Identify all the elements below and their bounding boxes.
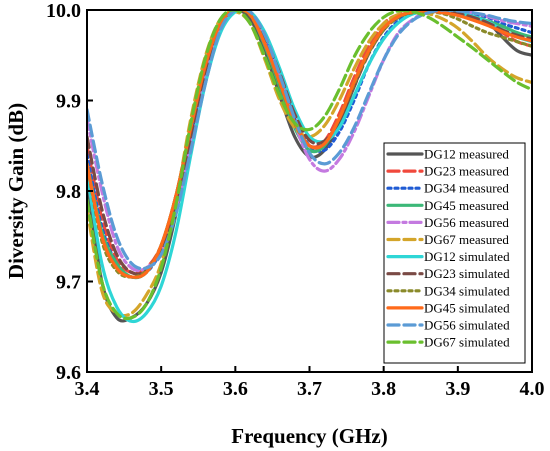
x-tick-label: 3.8	[371, 378, 396, 400]
tick-labels-layer: 3.4 3.5 3.6 3.7 3.8 3.9 4.0 9.6 9.7 9.8 9.9 10.0	[46, 0, 545, 400]
series-layer	[87, 10, 532, 324]
x-tick-label: 3.5	[149, 378, 174, 400]
legend-label: DG56 simulated	[424, 318, 510, 333]
x-tick-label: 3.7	[297, 378, 322, 400]
legend-label: DG12 simulated	[424, 249, 510, 264]
legend-label: DG23 measured	[424, 164, 509, 179]
legend: DG12 measured DG23 measured DG34 measured D…	[383, 142, 526, 364]
legend-label: DG23 simulated	[424, 266, 510, 281]
x-tick-label: 3.6	[223, 378, 248, 400]
legend-label: DG12 measured	[424, 147, 509, 162]
legend-label: DG34 measured	[424, 181, 509, 196]
legend-label: DG67 measured	[424, 232, 509, 247]
y-tick-label: 9.6	[56, 362, 81, 384]
legend-label: DG34 simulated	[424, 283, 510, 298]
x-tick-label: 3.9	[445, 378, 470, 400]
y-tick-label: 10.0	[46, 0, 81, 22]
legend-label: DG45 measured	[424, 198, 509, 213]
legend-label: DG45 simulated	[424, 300, 510, 315]
x-axis-title: Frequency (GHz)	[231, 424, 388, 448]
y-tick-label: 9.7	[56, 272, 81, 294]
y-tick-label: 9.9	[56, 91, 81, 113]
x-tick-label: 4.0	[520, 378, 545, 400]
x-tick-label: 3.4	[75, 378, 100, 400]
y-axis-title: Diversity Gain (dB)	[4, 103, 28, 279]
legend-label: DG56 measured	[424, 215, 509, 230]
legend-label: DG67 simulated	[424, 335, 510, 350]
series-line-10	[87, 10, 532, 279]
series-line-12	[87, 10, 532, 321]
legend-items: DG12 measured DG23 measured DG34 measured D…	[386, 147, 510, 350]
y-tick-label: 9.8	[56, 181, 81, 203]
ticks-layer	[86, 9, 533, 373]
series-line-8	[87, 10, 532, 276]
